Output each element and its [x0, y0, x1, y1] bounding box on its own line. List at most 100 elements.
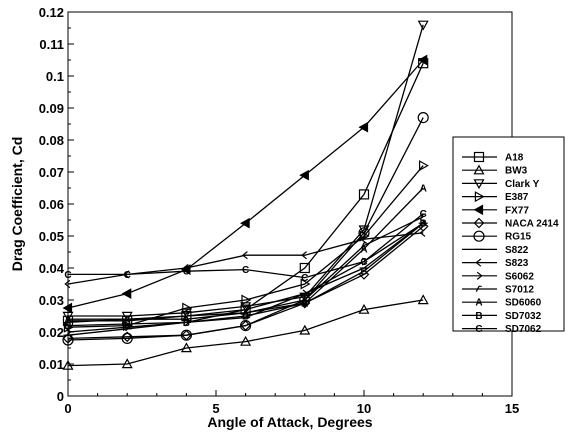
- legend: A18 BW3 Clark Y E387 FX77 NACA 2414 RG15 S822 S8…: [452, 136, 565, 335]
- legend-label: FX77: [505, 205, 529, 216]
- data-point: B: [301, 299, 308, 310]
- y-tick-label: 0.05: [39, 229, 64, 244]
- y-tick-label: 0: [57, 389, 64, 404]
- data-point: B: [420, 219, 427, 230]
- legend-label: E387: [505, 192, 529, 203]
- legend-item: B SD7032: [462, 311, 542, 322]
- x-tick-label: 5: [212, 401, 219, 416]
- y-axis-ticks: 0 0.01 0.02 0.03 0.04 0.05 0.06 0.07 0.08 0.09 0.1…: [39, 5, 74, 404]
- data-point: C: [301, 273, 308, 284]
- data-point: [65, 327, 72, 337]
- data-point: [358, 225, 370, 236]
- data-point: [183, 312, 190, 319]
- y-tick-label: 0.1: [46, 69, 64, 84]
- legend-item: S7012: [462, 285, 534, 296]
- legend-marker: [474, 191, 485, 203]
- data-point: [417, 20, 429, 31]
- y-tick-label: 0.07: [39, 165, 64, 180]
- x-axis-ticks: 0 5 10 15: [64, 390, 519, 416]
- data-point: [241, 294, 252, 306]
- data-point: [360, 242, 367, 249]
- legend-label: Clark Y: [505, 179, 540, 190]
- series-line: [67, 222, 424, 327]
- data-point: C: [64, 270, 71, 281]
- legend-label: BW3: [505, 166, 528, 177]
- data-point: B: [124, 320, 131, 331]
- series-line: [67, 299, 424, 367]
- x-tick-label: 10: [357, 401, 371, 416]
- data-point: B: [242, 312, 249, 323]
- data-point: [121, 288, 132, 299]
- data-point: [299, 262, 310, 274]
- legend-label: S6062: [505, 271, 534, 282]
- data-point: [182, 263, 189, 273]
- y-tick-label: 0.06: [39, 197, 64, 212]
- series-line: [67, 117, 424, 341]
- legend-label: S7012: [505, 285, 534, 296]
- legend-marker: [473, 204, 484, 216]
- data-point: [62, 311, 74, 322]
- data-point: [241, 251, 248, 260]
- legend-label: SD7062: [505, 324, 542, 335]
- data-point: A: [183, 315, 190, 326]
- data-point: [417, 294, 429, 305]
- legend-item: S6062: [462, 271, 534, 282]
- series-bw3: [62, 294, 429, 370]
- legend-item: A18: [462, 151, 524, 164]
- data-point: [240, 217, 250, 229]
- data-point: [64, 279, 71, 289]
- data-point: [123, 315, 130, 323]
- data-point: [125, 323, 131, 332]
- legend-marker: C: [475, 324, 482, 335]
- legend-marker: A: [475, 298, 482, 309]
- data-point: [121, 331, 133, 343]
- data-point: A: [242, 308, 249, 319]
- x-tick-label: 15: [505, 401, 519, 416]
- data-point: [299, 324, 311, 335]
- data-point: C: [124, 270, 131, 281]
- legend-item: A SD6060: [462, 298, 542, 309]
- data-point: [62, 333, 74, 344]
- data-point: B: [183, 318, 190, 329]
- data-point: A: [64, 315, 71, 326]
- legend-label: S822: [505, 245, 529, 256]
- data-point: C: [242, 265, 249, 276]
- data-point: [417, 111, 429, 124]
- data-point: [358, 303, 370, 314]
- data-point: [121, 358, 133, 369]
- series-sd6060: A A A A A A A: [64, 184, 426, 326]
- data-point: [180, 342, 192, 353]
- data-point: [358, 189, 370, 200]
- data-point: [180, 329, 192, 341]
- legend-marker: [473, 179, 485, 190]
- data-point: [182, 302, 193, 314]
- y-tick-label: 0.01: [39, 357, 64, 372]
- legend-marker: B: [475, 311, 482, 322]
- data-point: [242, 309, 249, 316]
- data-point: [240, 320, 252, 332]
- legend-item: NACA 2414: [462, 217, 559, 230]
- legend-item: RG15: [462, 230, 532, 243]
- data-point: A: [360, 244, 367, 255]
- y-tick-label: 0.02: [39, 325, 64, 340]
- data-point: [121, 332, 133, 344]
- x-axis-title: Angle of Attack, Degrees: [207, 414, 372, 430]
- legend-box: [452, 136, 565, 332]
- data-point: [419, 228, 426, 237]
- legend-label: A18: [505, 153, 524, 164]
- legend-label: SD7032: [505, 311, 542, 322]
- data-point: B: [360, 267, 367, 278]
- series-a18: [62, 58, 429, 326]
- series-s823: [64, 228, 426, 289]
- series-sd7032: B B B B B B B: [64, 219, 426, 332]
- data-point: [240, 304, 251, 315]
- legend-marker: [473, 164, 485, 175]
- legend-item: Clark Y: [462, 179, 540, 190]
- data-point: [302, 289, 309, 298]
- legend-marker: [473, 217, 485, 229]
- y-tick-label: 0.04: [39, 261, 65, 276]
- y-tick-label: 0.09: [39, 101, 64, 116]
- series-line: [68, 187, 424, 320]
